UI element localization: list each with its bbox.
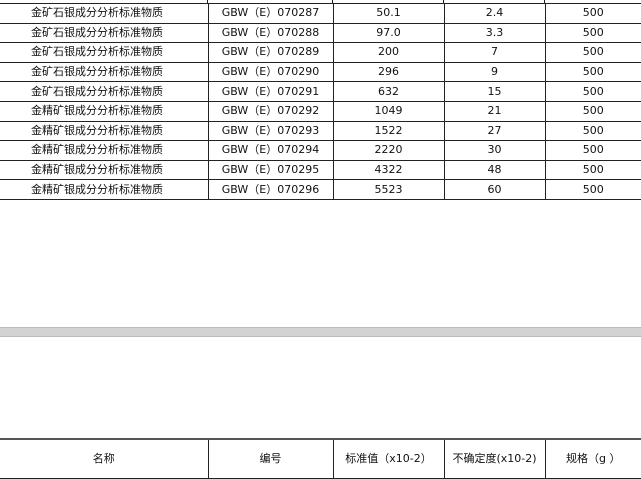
cell-value: 50.1 xyxy=(333,3,445,24)
cell-value: 4322 xyxy=(333,159,445,181)
cell-code: GBW（E）070290 xyxy=(208,61,334,83)
header-row: 名称 编号 标准值（x10-2） 不确定度(x10-2) 规格（g ） xyxy=(0,438,641,479)
cell-uncertainty: 60 xyxy=(444,179,546,200)
header-uncertainty: 不确定度(x10-2) xyxy=(444,438,546,479)
cell-uncertainty: 21 xyxy=(444,100,546,122)
cell-name: 金矿石银成分分析标准物质 xyxy=(0,42,209,63)
table-row: 金精矿银成分分析标准物质 GBW（E）070295 4322 48 500 xyxy=(0,159,641,181)
cell-spec: 500 xyxy=(545,3,641,24)
cell-name: 金精矿银成分分析标准物质 xyxy=(0,179,209,200)
column-divider xyxy=(443,0,444,3)
cell-value: 97.0 xyxy=(333,22,445,44)
cell-code: GBW（E）070289 xyxy=(208,42,334,63)
cell-value: 200 xyxy=(333,42,445,63)
cell-spec: 500 xyxy=(545,22,641,44)
cell-code: GBW（E）070296 xyxy=(208,179,334,200)
cell-spec: 500 xyxy=(545,100,641,122)
cell-uncertainty: 30 xyxy=(444,140,546,161)
table-row: 金精矿银成分分析标准物质 GBW（E）070292 1049 21 500 xyxy=(0,100,641,122)
table-row: 金矿石银成分分析标准物质 GBW（E）070288 97.0 3.3 500 xyxy=(0,22,641,44)
cell-uncertainty: 9 xyxy=(444,61,546,83)
cell-spec: 500 xyxy=(545,120,641,142)
cell-uncertainty: 15 xyxy=(444,81,546,102)
cell-name: 金矿石银成分分析标准物质 xyxy=(0,81,209,102)
cell-name: 金精矿银成分分析标准物质 xyxy=(0,140,209,161)
previous-row-stub xyxy=(0,0,641,3)
cell-uncertainty: 27 xyxy=(444,120,546,142)
table-row: 金精矿银成分分析标准物质 GBW（E）070294 2220 30 500 xyxy=(0,140,641,161)
column-divider xyxy=(207,0,208,3)
cell-value: 1049 xyxy=(333,100,445,122)
cell-name: 金精矿银成分分析标准物质 xyxy=(0,120,209,142)
cell-uncertainty: 7 xyxy=(444,42,546,63)
cell-code: GBW（E）070291 xyxy=(208,81,334,102)
table-row: 金矿石银成分分析标准物质 GBW（E）070289 200 7 500 xyxy=(0,42,641,63)
cell-name: 金精矿银成分分析标准物质 xyxy=(0,100,209,122)
cell-code: GBW（E）070295 xyxy=(208,159,334,181)
cell-spec: 500 xyxy=(545,140,641,161)
column-divider xyxy=(544,0,545,3)
cell-value: 1522 xyxy=(333,120,445,142)
page-separator xyxy=(0,327,641,337)
cell-spec: 500 xyxy=(545,61,641,83)
cell-uncertainty: 2.4 xyxy=(444,3,546,24)
cell-value: 296 xyxy=(333,61,445,83)
table-row: 金精矿银成分分析标准物质 GBW（E）070293 1522 27 500 xyxy=(0,120,641,142)
cell-spec: 500 xyxy=(545,179,641,200)
table-row: 金矿石银成分分析标准物质 GBW（E）070291 632 15 500 xyxy=(0,81,641,102)
table-header-next-page: 名称 编号 标准值（x10-2） 不确定度(x10-2) 规格（g ） xyxy=(0,438,641,479)
cell-value: 2220 xyxy=(333,140,445,161)
table-row: 金矿石银成分分析标准物质 GBW（E）070290 296 9 500 xyxy=(0,61,641,83)
cell-code: GBW（E）070293 xyxy=(208,120,334,142)
cell-name: 金矿石银成分分析标准物质 xyxy=(0,22,209,44)
cell-code: GBW（E）070288 xyxy=(208,22,334,44)
header-code: 编号 xyxy=(208,438,334,479)
cell-spec: 500 xyxy=(545,42,641,63)
cell-uncertainty: 3.3 xyxy=(444,22,546,44)
table-row: 金矿石银成分分析标准物质 GBW（E）070287 50.1 2.4 500 xyxy=(0,3,641,24)
table-row: 金精矿银成分分析标准物质 GBW（E）070296 5523 60 500 xyxy=(0,179,641,200)
cell-value: 632 xyxy=(333,81,445,102)
cell-spec: 500 xyxy=(545,81,641,102)
cell-name: 金矿石银成分分析标准物质 xyxy=(0,61,209,83)
cell-value: 5523 xyxy=(333,179,445,200)
cell-code: GBW（E）070287 xyxy=(208,3,334,24)
cell-name: 金矿石银成分分析标准物质 xyxy=(0,3,209,24)
cell-code: GBW（E）070294 xyxy=(208,140,334,161)
column-divider xyxy=(332,0,333,3)
cell-uncertainty: 48 xyxy=(444,159,546,181)
standard-materials-table: 金矿石银成分分析标准物质 GBW（E）070287 50.1 2.4 500 金矿石银成分… xyxy=(0,3,641,200)
cell-code: GBW（E）070292 xyxy=(208,100,334,122)
cell-name: 金精矿银成分分析标准物质 xyxy=(0,159,209,181)
cell-spec: 500 xyxy=(545,159,641,181)
